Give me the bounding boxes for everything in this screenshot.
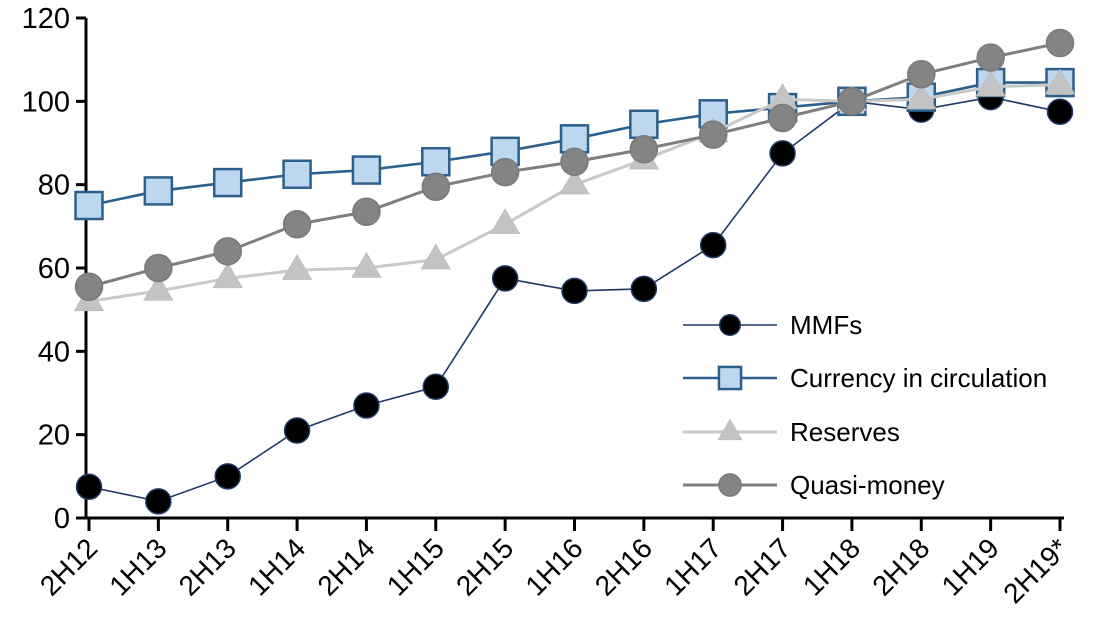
data-point-marker (559, 168, 590, 195)
data-point-marker (1045, 28, 1075, 58)
y-tick-label: 0 (54, 503, 70, 535)
data-point-marker (629, 109, 659, 139)
x-tick-label: 1H17 (658, 532, 727, 601)
legend-circle-icon (718, 473, 742, 497)
data-point-marker (212, 262, 243, 289)
data-point-marker (1044, 68, 1076, 95)
legend-circle-icon (719, 314, 741, 336)
data-point-marker (629, 135, 659, 164)
legend-square-icon (717, 365, 743, 391)
data-point-marker (421, 147, 451, 177)
y-tick-label: 60 (38, 253, 70, 285)
y-tick-label: 100 (22, 86, 70, 118)
x-tick-label: 2H18 (866, 532, 935, 601)
data-point-marker (560, 147, 589, 176)
legend-item-quasi-money: Quasi-money (683, 470, 945, 500)
x-tick-label: 1H19 (936, 532, 1005, 601)
x-tick-label: 2H13 (173, 532, 242, 601)
y-tick-label: 40 (38, 336, 70, 368)
data-point-marker (144, 253, 173, 283)
data-point-marker (351, 155, 382, 185)
data-point-marker (490, 157, 520, 187)
data-point-marker (212, 167, 243, 198)
x-tick-label: 1H16 (519, 532, 588, 601)
data-point-marker (420, 243, 451, 270)
data-point-marker (213, 237, 242, 266)
y-tick-label: 20 (38, 420, 70, 452)
data-point-marker (145, 488, 172, 515)
x-tick-label: 2H19* (997, 532, 1074, 609)
data-point-marker (351, 251, 382, 278)
x-tick-label: 1H14 (242, 532, 311, 601)
y-tick-label: 80 (38, 170, 70, 202)
x-tick-label: 2H16 (589, 532, 658, 601)
data-point-marker (422, 373, 450, 400)
data-point-marker (699, 231, 727, 259)
x-tick-label: 2H14 (311, 532, 380, 601)
data-point-marker (74, 272, 104, 301)
data-point-marker (975, 70, 1006, 97)
data-point-marker (976, 43, 1005, 72)
legend-label: MMFs (790, 310, 862, 340)
data-point-marker (630, 275, 658, 303)
data-point-marker (352, 197, 381, 226)
legend-item-reserves: Reserves (683, 417, 900, 447)
legend-label: Quasi-money (790, 470, 945, 500)
data-point-marker (1046, 98, 1074, 125)
data-point-marker (421, 172, 451, 201)
data-point-marker (282, 159, 312, 189)
x-tick-label: 2H17 (728, 532, 797, 601)
x-tick-label: 1H13 (103, 532, 172, 601)
x-tick-label: 2H12 (34, 532, 103, 601)
data-point-marker (491, 265, 519, 292)
data-point-marker (75, 473, 103, 500)
data-point-marker (837, 87, 867, 116)
data-point-marker (907, 60, 936, 89)
data-point-marker (282, 210, 312, 239)
data-point-marker (281, 254, 313, 280)
data-point-marker (143, 176, 174, 206)
legend-triangle-icon (717, 418, 743, 441)
x-tick-label: 1H15 (381, 532, 450, 601)
data-point-marker (74, 190, 104, 221)
data-point-marker (283, 417, 311, 444)
y-tick-label: 120 (22, 3, 70, 35)
legend-label: Currency in circulation (790, 363, 1047, 393)
legend-item-currency-in-circulation: Currency in circulation (683, 363, 1047, 393)
series-reserves (73, 68, 1076, 312)
data-point-marker (143, 274, 174, 301)
x-tick-label: 2H15 (450, 532, 519, 601)
data-point-marker (768, 103, 797, 133)
legend-label: Reserves (790, 417, 900, 447)
series-mmfs (75, 83, 1074, 515)
series-quasi-money (74, 28, 1075, 301)
data-point-marker (214, 463, 241, 490)
data-point-marker (698, 120, 728, 149)
data-point-marker (353, 392, 380, 419)
x-tick-label: 1H18 (797, 532, 866, 601)
data-point-marker (906, 83, 937, 110)
data-point-marker (769, 140, 796, 167)
data-point-marker (561, 277, 588, 305)
legend-item-mmfs: MMFs (683, 310, 862, 340)
data-point-marker (489, 208, 521, 235)
legend: MMFs Currency in circulation Reserves Quasi… (683, 310, 1047, 500)
